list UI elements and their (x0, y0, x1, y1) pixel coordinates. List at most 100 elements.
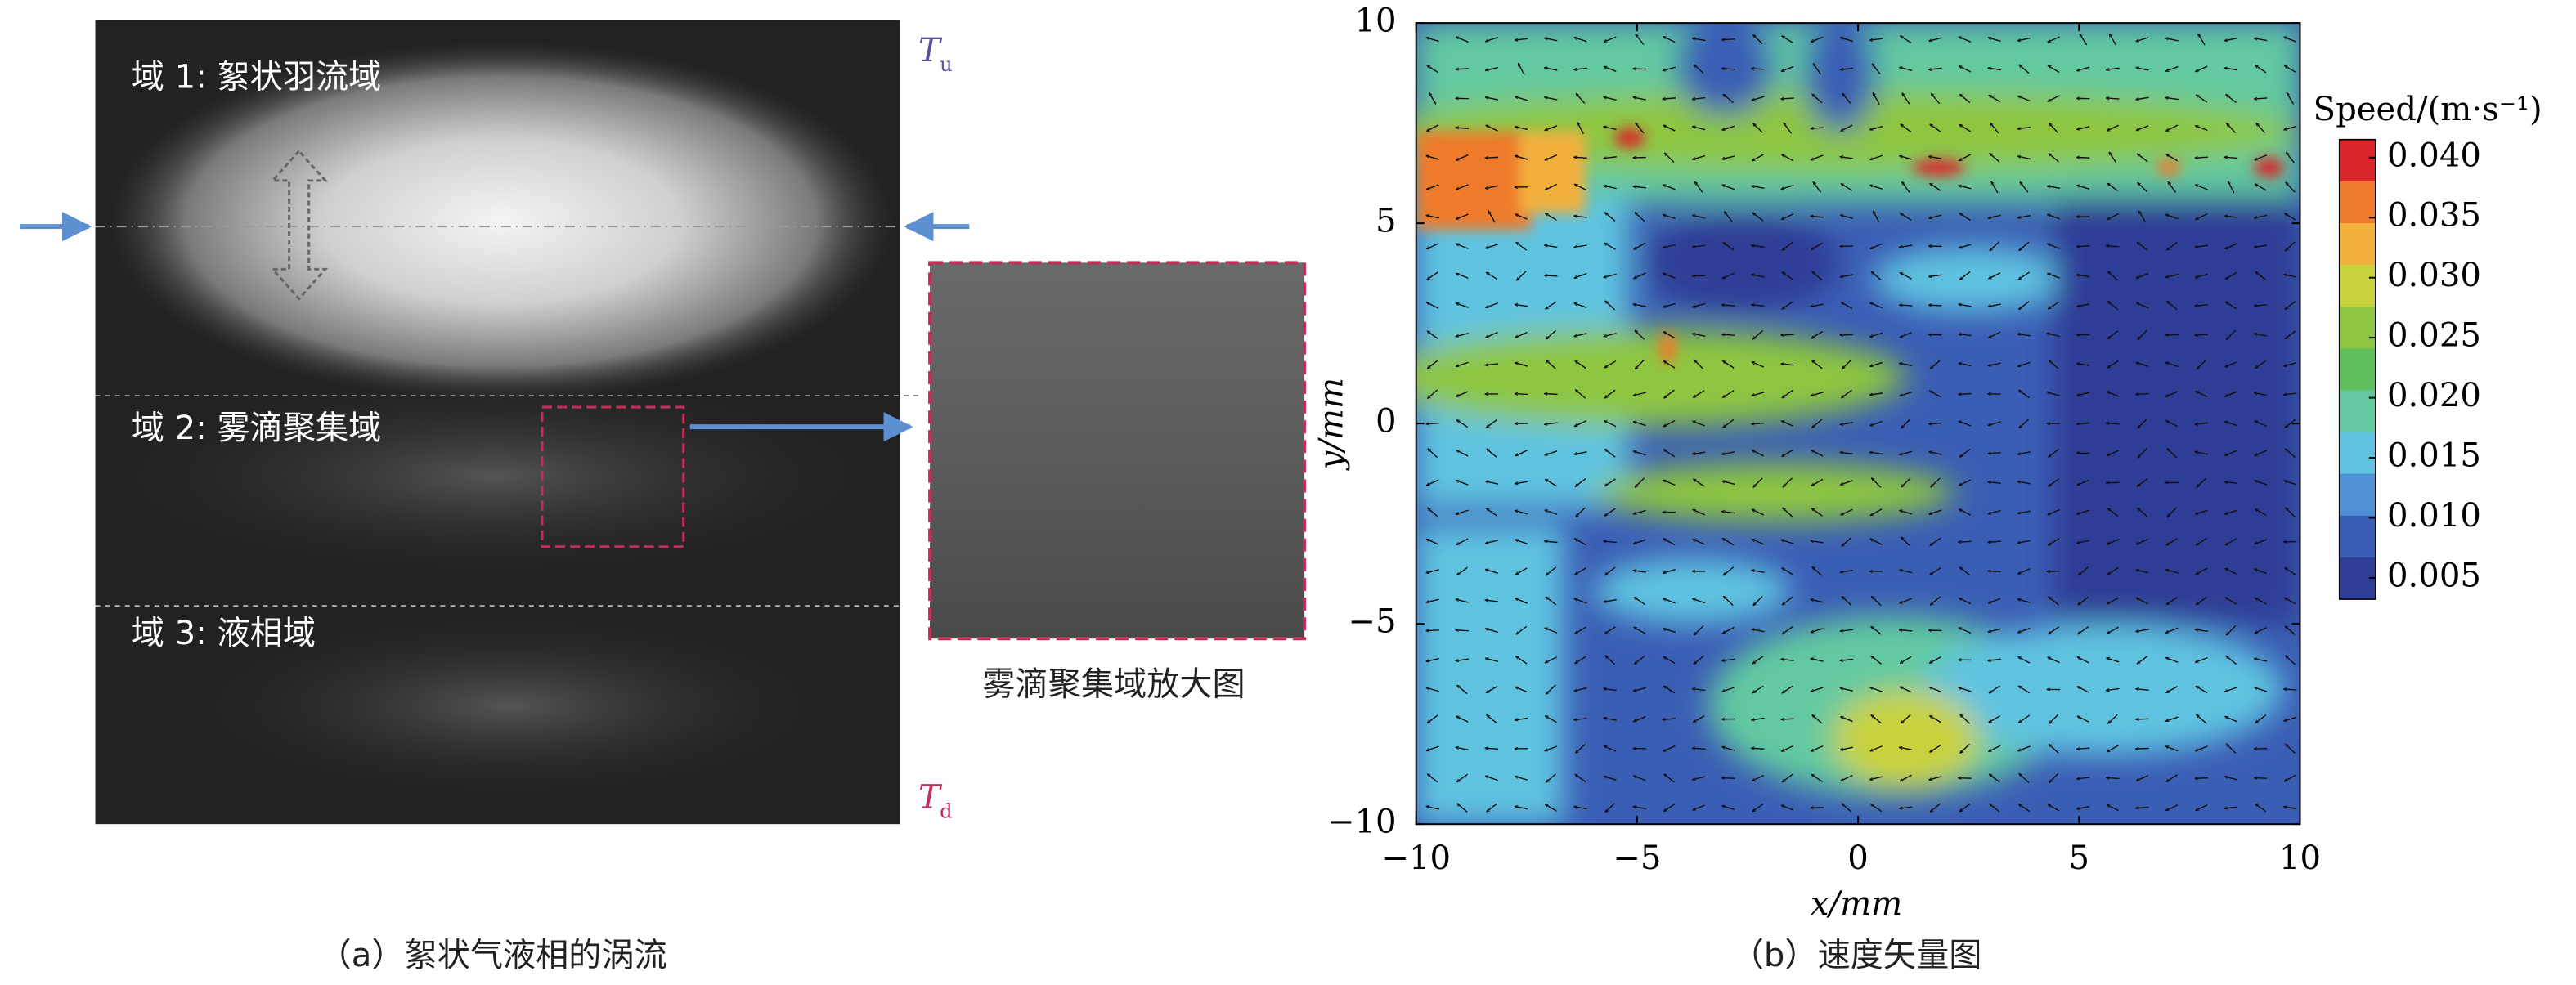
vector-arrow (1871, 656, 1882, 665)
vector-arrow (1427, 714, 1438, 723)
vector-arrow (1752, 629, 1765, 633)
vector-arrow (2076, 364, 2090, 366)
vector-arrow (1929, 391, 1941, 398)
vector-arrow (1901, 477, 1911, 487)
region-label: 域 1: 絮状羽流域 (132, 58, 382, 96)
vector-arrow (2287, 93, 2295, 105)
vector-arrow (1546, 684, 1556, 694)
vector-arrow (2107, 658, 2120, 663)
vector-arrow (2106, 246, 2120, 247)
vector-arrow (2225, 450, 2237, 457)
vector-arrow (2107, 183, 2119, 192)
vector-arrow (2049, 360, 2059, 369)
vector-arrow (1692, 127, 1706, 131)
vector-arrow (1487, 803, 1497, 812)
contour-field (1416, 23, 2300, 825)
vector-arrow (2017, 510, 2031, 513)
vector-arrow (1545, 38, 1558, 42)
vector-arrow (2018, 271, 2031, 280)
vector-arrow (2255, 804, 2267, 813)
vector-arrow (1545, 716, 1557, 723)
vector-arrow (1426, 215, 1439, 219)
vector-arrow (2049, 448, 2059, 457)
vector-arrow (1515, 777, 1528, 781)
vector-arrow (2225, 302, 2237, 310)
vector-arrow (2195, 452, 2208, 455)
vector-arrow (1456, 566, 1468, 575)
vector-arrow (1456, 773, 1468, 781)
vector-arrow (1870, 361, 1883, 366)
vector-arrow (2224, 806, 2238, 808)
vector-arrow (1633, 451, 1646, 456)
vector-arrow (1604, 566, 1616, 575)
vector-arrow (1575, 478, 1586, 487)
vector-arrow (1929, 423, 1942, 424)
vector-arrow (2049, 772, 2059, 782)
vector-arrow (2136, 37, 2149, 42)
vector-arrow (1990, 123, 1999, 134)
vector-arrow (1873, 93, 1880, 105)
vector-arrow (1752, 361, 1765, 368)
vector-arrow (1901, 714, 1911, 723)
vector-arrow (2195, 745, 2208, 752)
vector-arrow (2080, 34, 2088, 46)
vector-arrow (1574, 216, 1587, 218)
vector-arrow (1515, 127, 1528, 130)
vector-arrow (1990, 154, 2000, 163)
vector-arrow (1456, 630, 1470, 631)
vector-arrow (1842, 93, 1851, 105)
vector-arrow (1782, 36, 1793, 44)
vector-arrow (1663, 479, 1676, 486)
vector-arrow (1929, 686, 1942, 693)
vector-arrow (1842, 596, 1852, 607)
vector-arrow (1871, 715, 1882, 724)
vector-arrow (1752, 329, 1764, 339)
vector-arrow (2048, 214, 2060, 220)
vector-arrow (1723, 361, 1735, 369)
vector-arrow (1929, 656, 1941, 663)
vector-arrow (1752, 748, 1765, 749)
vector-arrow (2165, 215, 2179, 220)
vector-arrow (1989, 774, 2000, 783)
vector-arrow (2049, 744, 2059, 754)
vector-arrow (1959, 213, 1971, 222)
vector-arrow (2286, 656, 2296, 665)
vector-arrow (1663, 656, 1676, 664)
t-lower-sub: d (940, 800, 952, 823)
vector-arrow (1870, 332, 1883, 337)
vector-arrow (2108, 714, 2118, 723)
vector-arrow (1487, 419, 1498, 427)
vector-arrow (1633, 509, 1646, 513)
vector-arrow (1515, 394, 1528, 395)
y-tick-label: 0 (1376, 403, 1397, 441)
caption: （a）絮状气液相的涡流 (319, 937, 667, 974)
vector-arrow (1605, 803, 1616, 813)
colorbar-band (2339, 307, 2376, 349)
vector-arrow (2019, 774, 2030, 783)
vector-arrow (1663, 332, 1676, 339)
vector-arrow (1634, 242, 1646, 249)
vector-arrow (1842, 536, 1852, 546)
vector-arrow (2225, 422, 2237, 427)
vector-arrow (1928, 334, 1942, 335)
vector-arrow (2020, 182, 2029, 193)
vector-arrow (2226, 625, 2237, 634)
vector-arrow (2168, 181, 2176, 193)
vector-arrow (1929, 214, 1942, 218)
vector-arrow (1426, 569, 1439, 573)
t-upper-sub: u (940, 53, 953, 76)
vector-arrow (1901, 213, 1912, 221)
vector-arrow (1456, 747, 1469, 751)
vector-arrow (1456, 599, 1469, 603)
vector-arrow (1722, 155, 1735, 159)
vector-arrow (2195, 184, 2208, 190)
vector-arrow (2255, 687, 2268, 692)
vector-arrow (1456, 184, 1469, 190)
vector-arrow (1752, 717, 1765, 719)
vector-arrow (1840, 422, 1854, 425)
vector-arrow (2195, 778, 2209, 779)
vector-arrow (1515, 806, 1528, 810)
vector-arrow (1693, 598, 1706, 604)
vector-arrow (1456, 450, 1469, 457)
vector-arrow (1664, 153, 1675, 163)
